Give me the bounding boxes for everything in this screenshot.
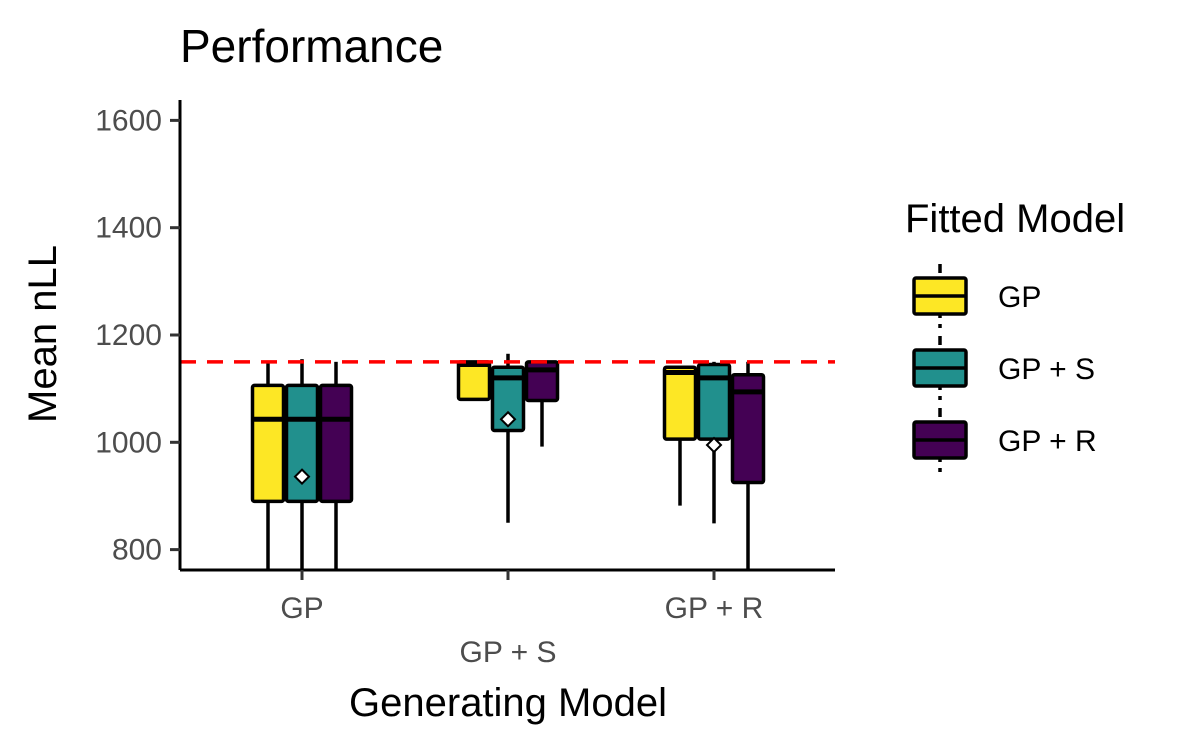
legend-item: GP + R bbox=[912, 408, 1097, 472]
box-gp-s-1 bbox=[490, 353, 526, 523]
box-body bbox=[456, 360, 492, 402]
y-tick-label: 800 bbox=[112, 534, 162, 567]
mean-marker bbox=[293, 468, 311, 486]
legend: Fitted Model GP GP + S GP + R bbox=[905, 197, 1125, 472]
legend-item: GP + S bbox=[912, 336, 1095, 400]
y-tick-label: 1400 bbox=[95, 212, 162, 245]
box-gp-0 bbox=[250, 361, 286, 570]
x-tick-label: GP + R bbox=[665, 592, 764, 625]
box-body bbox=[250, 383, 286, 504]
y-tick-label: 1600 bbox=[95, 104, 162, 137]
legend-label: GP bbox=[998, 281, 1041, 314]
box-gp-s-2 bbox=[696, 361, 732, 524]
box-gp-2 bbox=[662, 365, 698, 506]
box-gp-r-0 bbox=[318, 361, 354, 570]
y-axis-ticks: 800 1000 1200 1400 1600 bbox=[95, 104, 180, 567]
plot-area bbox=[180, 353, 835, 570]
box-body bbox=[662, 365, 698, 441]
mean-marker bbox=[705, 436, 723, 454]
chart-title: Performance bbox=[180, 20, 443, 72]
x-axis-title: Generating Model bbox=[349, 681, 667, 725]
x-axis-ticks: GP GP + S GP + R bbox=[280, 570, 763, 669]
box-body bbox=[284, 383, 320, 504]
y-tick-label: 1000 bbox=[95, 426, 162, 459]
box-body bbox=[490, 365, 526, 433]
mean-marker bbox=[499, 410, 517, 428]
box-gp-s-0 bbox=[284, 359, 320, 570]
legend-label: GP + R bbox=[998, 425, 1097, 458]
boxes-group bbox=[250, 353, 766, 570]
x-tick-label: GP + S bbox=[459, 636, 556, 669]
y-tick-label: 1200 bbox=[95, 319, 162, 352]
box-gp-r-1 bbox=[524, 360, 560, 447]
box-body bbox=[318, 383, 354, 504]
legend-label: GP + S bbox=[998, 353, 1095, 386]
legend-item: GP bbox=[912, 264, 1041, 328]
y-axis-title: Mean nLL bbox=[21, 245, 65, 423]
box-gp-r-2 bbox=[730, 361, 766, 570]
box-body bbox=[730, 372, 766, 485]
x-tick-label: GP bbox=[280, 592, 323, 625]
legend-title: Fitted Model bbox=[905, 197, 1125, 241]
box-gp-1 bbox=[456, 360, 492, 402]
